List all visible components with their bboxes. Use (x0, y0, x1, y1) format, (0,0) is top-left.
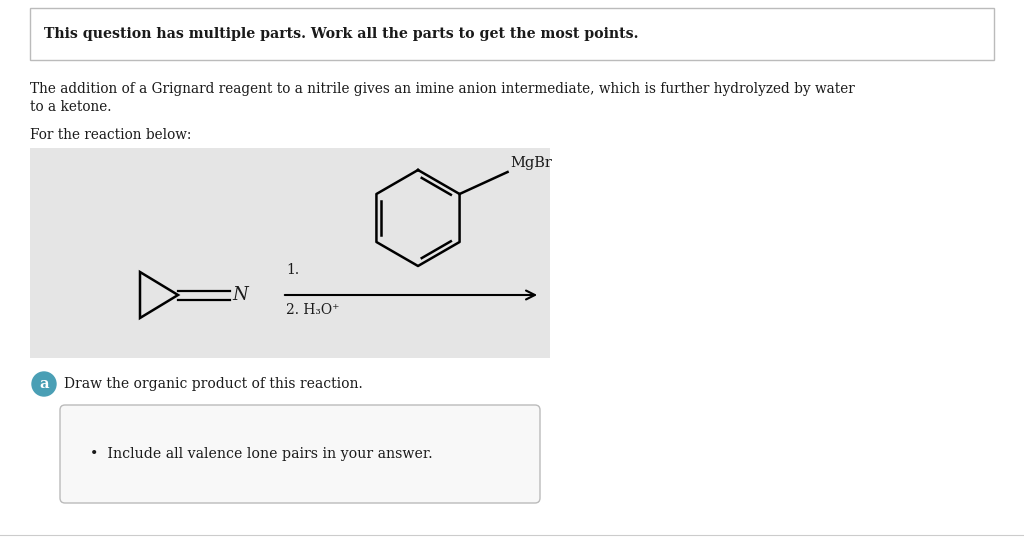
Circle shape (32, 372, 56, 396)
FancyBboxPatch shape (30, 8, 994, 60)
Text: The addition of a Grignard reagent to a nitrile gives an imine anion intermediat: The addition of a Grignard reagent to a … (30, 82, 855, 96)
Text: 1.: 1. (286, 263, 299, 277)
FancyBboxPatch shape (30, 148, 550, 358)
Text: Draw the organic product of this reaction.: Draw the organic product of this reactio… (63, 377, 362, 391)
Text: MgBr: MgBr (511, 156, 552, 170)
Text: 2. H₃O⁺: 2. H₃O⁺ (286, 303, 340, 317)
Text: For the reaction below:: For the reaction below: (30, 128, 191, 142)
Text: •  Include all valence lone pairs in your answer.: • Include all valence lone pairs in your… (90, 447, 433, 461)
FancyBboxPatch shape (60, 405, 540, 503)
Text: a: a (39, 377, 49, 391)
Text: This question has multiple parts. Work all the parts to get the most points.: This question has multiple parts. Work a… (44, 27, 639, 41)
Text: N: N (232, 286, 248, 304)
Text: to a ketone.: to a ketone. (30, 100, 112, 114)
